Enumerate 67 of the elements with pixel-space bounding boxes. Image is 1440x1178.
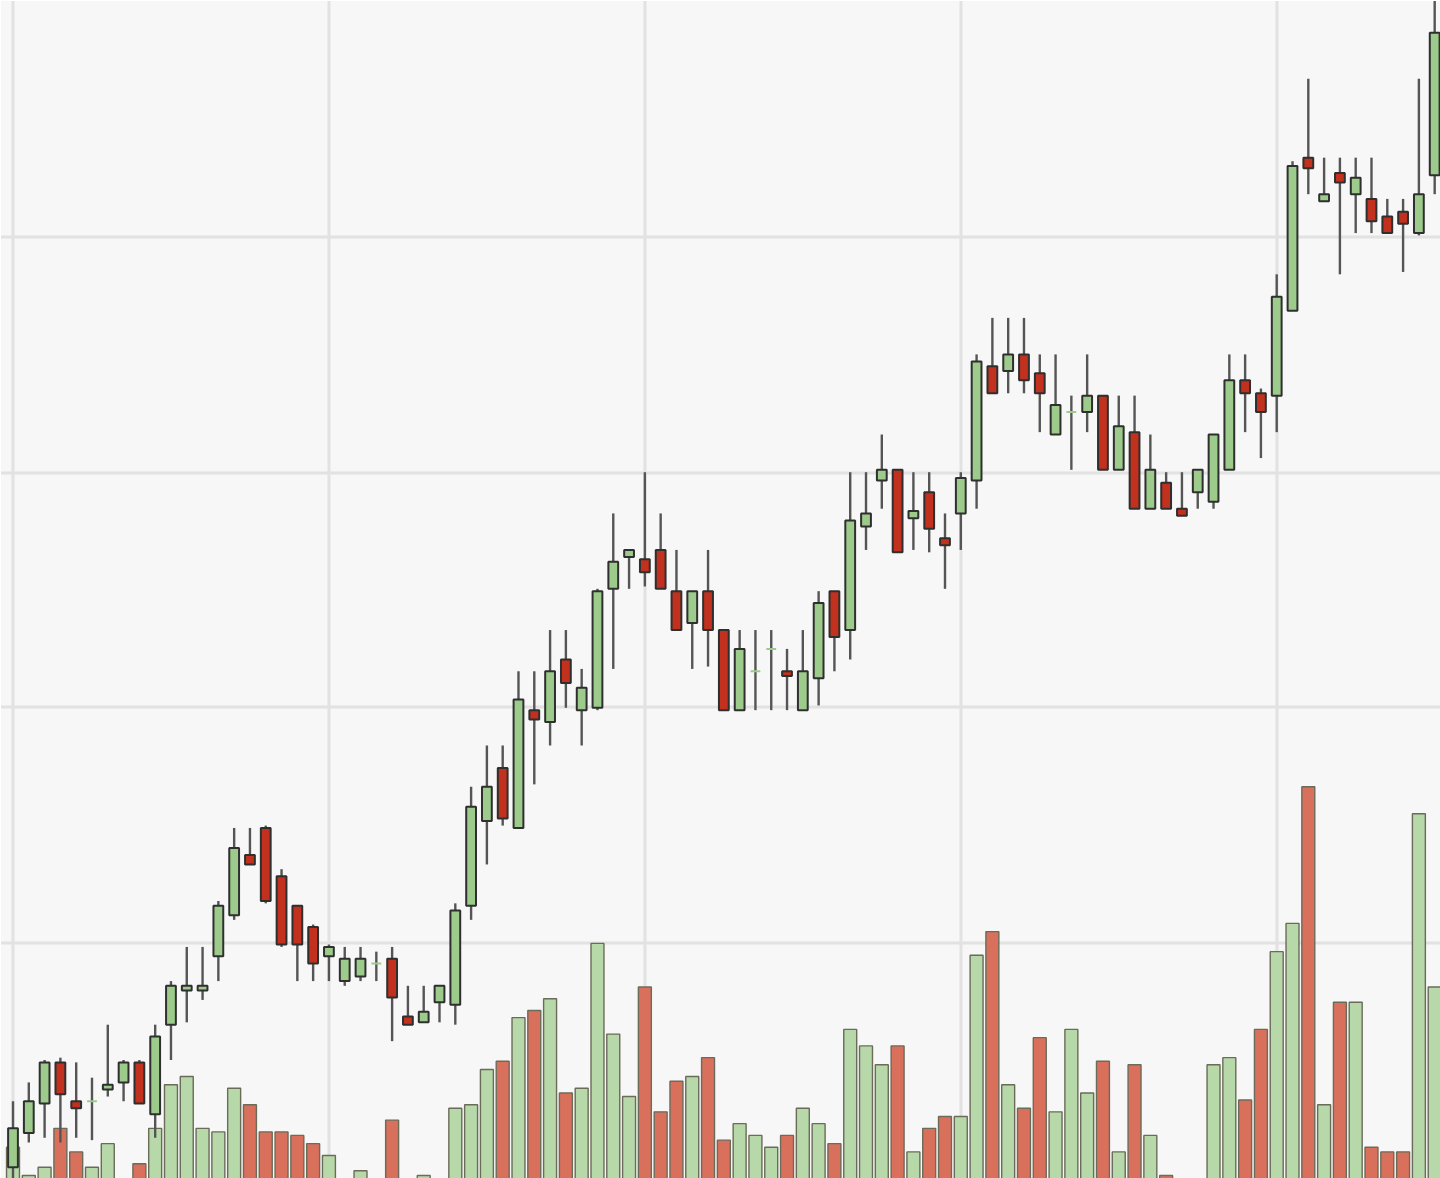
candlestick (749, 628, 762, 712)
bar (353, 1170, 368, 1178)
candlestick (923, 471, 936, 554)
candlestick (875, 433, 888, 510)
candlestick (1033, 353, 1046, 434)
candlestick (528, 670, 541, 786)
bar (384, 1119, 400, 1178)
candlestick (1191, 468, 1204, 510)
candlestick (117, 1058, 130, 1103)
candlestick (796, 628, 809, 712)
candlestick (1239, 353, 1252, 434)
candlestick (1160, 471, 1173, 510)
candlestick (1349, 156, 1362, 235)
candlestick (1049, 353, 1062, 436)
candlestick (607, 512, 620, 671)
candlestick (860, 471, 872, 552)
candlestick (1318, 156, 1330, 203)
candlestick (575, 667, 588, 747)
candlestick (1065, 394, 1078, 472)
candlestick (1255, 387, 1267, 460)
candlestick (402, 984, 414, 1026)
candlestick (907, 471, 920, 552)
candlestick (702, 548, 714, 668)
candlestick (86, 1076, 98, 1142)
candlestick (370, 950, 383, 983)
candlestick (781, 647, 793, 712)
candlestick (1112, 394, 1125, 472)
candlestick (1365, 156, 1378, 235)
candlestick (101, 1023, 114, 1098)
candlestick (954, 471, 967, 552)
candlestick (386, 945, 399, 1043)
candlestick (1081, 353, 1094, 434)
candlestick (1002, 316, 1015, 395)
candlestick (559, 628, 572, 709)
candlestick (38, 1058, 51, 1139)
candlestick (939, 512, 951, 591)
candlestick (338, 945, 351, 988)
candlestick (1144, 433, 1157, 510)
candlestick (244, 826, 256, 866)
candlestick (654, 512, 667, 591)
candlestick (307, 923, 320, 983)
candlestick (323, 943, 335, 983)
candlestick (1412, 77, 1425, 237)
candlestick (1334, 156, 1346, 276)
candlestick (828, 589, 841, 673)
candlestick (481, 744, 493, 866)
candlestick (22, 1081, 35, 1144)
candlestick (291, 904, 304, 983)
candlestick (433, 984, 446, 1024)
candlestick (417, 984, 430, 1024)
candlestick (638, 471, 651, 588)
candlestick (70, 1061, 83, 1139)
candlestick (1018, 316, 1030, 395)
candlestick (1176, 471, 1188, 517)
candlestick (133, 1058, 146, 1105)
candlestick (165, 979, 177, 1062)
candlestick (686, 589, 699, 671)
candlestick (765, 628, 778, 712)
candlestick (986, 316, 999, 395)
candlestick (180, 945, 193, 1024)
candlestick (1381, 197, 1394, 235)
candlestick (196, 945, 209, 1002)
candlestick (623, 548, 635, 591)
candlestick (1302, 77, 1315, 196)
candlestick (670, 548, 683, 632)
candlestick (1397, 197, 1409, 274)
candlestick (354, 945, 367, 983)
